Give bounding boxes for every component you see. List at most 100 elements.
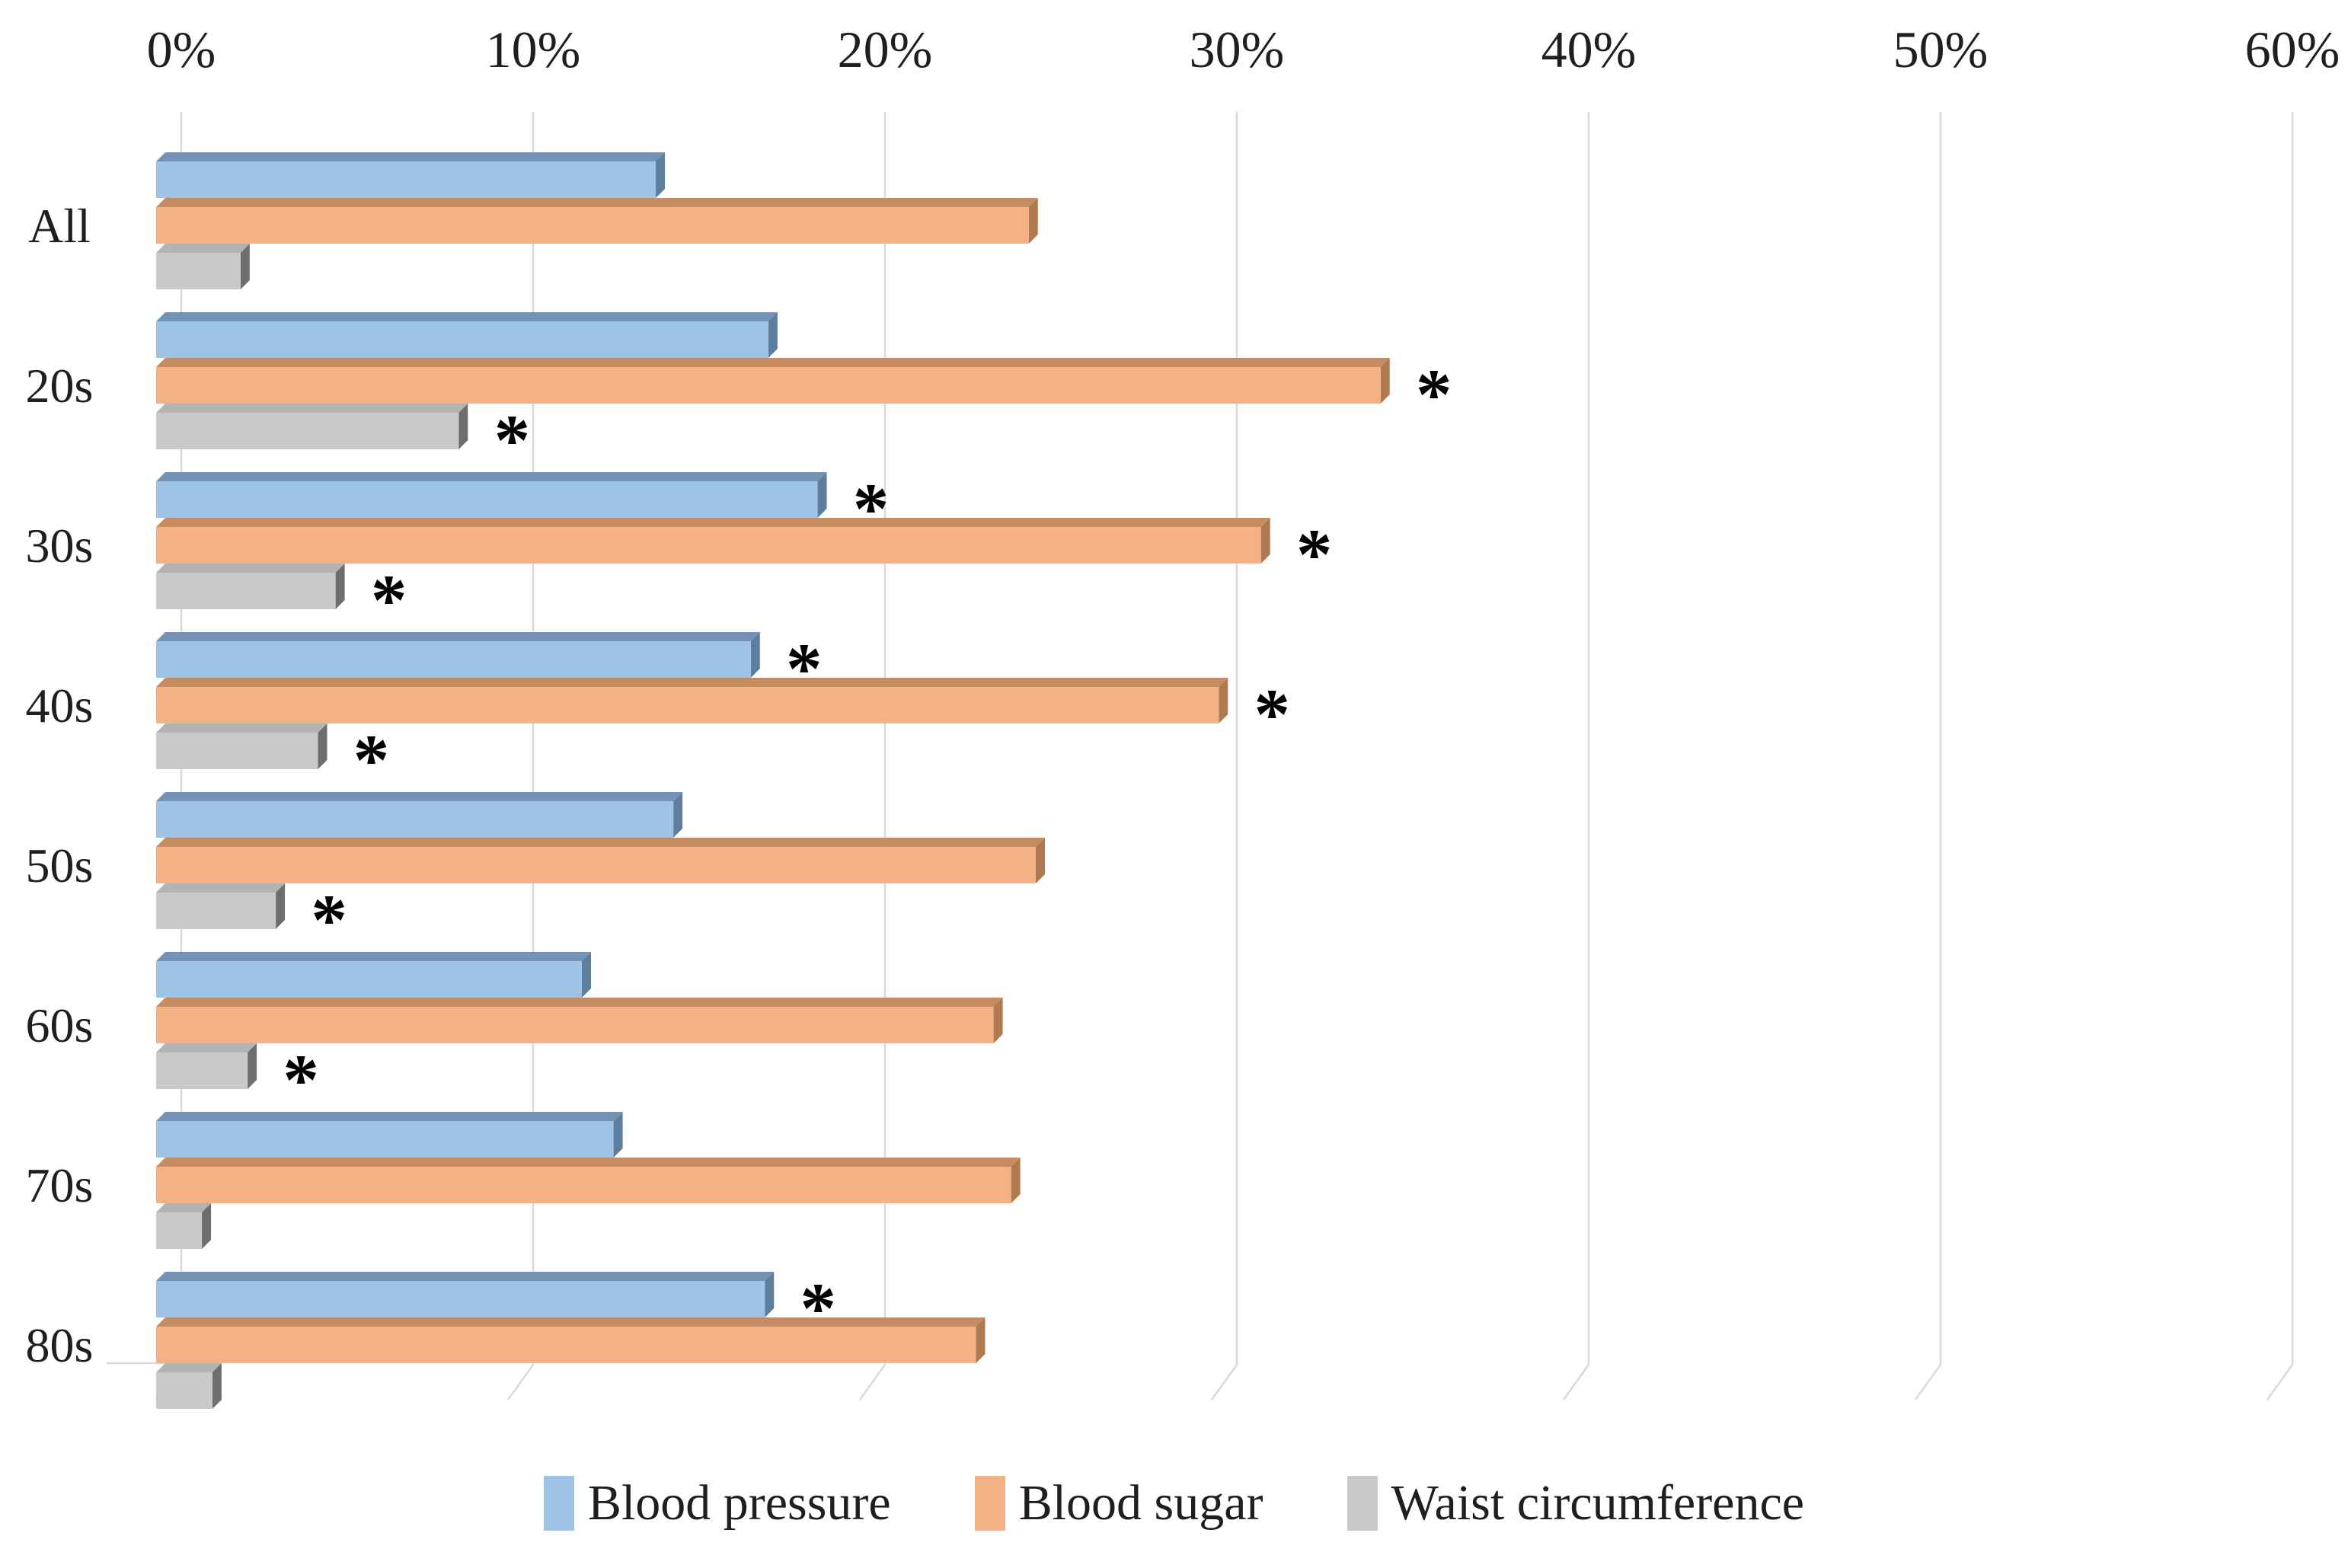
bar-all-blood-pressure-side-edge [656,152,666,198]
bar-50s-blood-sugar-top-bevel [156,838,1045,847]
bar-50s-blood-sugar [156,847,1036,883]
bar-60s-blood-pressure-top-bevel [156,952,592,961]
bar-30s-blood-sugar [156,527,1261,564]
bar-80s-blood-pressure-side-edge [765,1272,775,1317]
bar-30s-waist-circumference-side-edge [335,564,345,609]
significance-asterisk-30s-blood-sugar: * [1296,514,1333,595]
legend-label-blood-pressure: Blood pressure [587,1475,891,1531]
legend-item-blood-pressure: Blood pressure [543,1475,891,1531]
x-axis-tick-label-60pct: 60% [2245,21,2340,78]
x-axis-tick-label-0pct: 0% [147,21,216,78]
legend-swatch-waist-circumference-icon [1347,1476,1378,1531]
bar-30s-blood-pressure [156,481,818,518]
bar-30s-waist-circumference-top-bevel [156,564,345,573]
x-axis-tick-label-40pct: 40% [1541,21,1637,78]
bar-70s-waist-circumference [156,1212,203,1249]
legend-item-blood-sugar: Blood sugar [974,1475,1263,1531]
gridline-foot-50pct [1914,1364,1942,1400]
chart-legend: Blood pressure Blood sugar Waist circumf… [0,1476,2348,1531]
legend-item-waist-circumference: Waist circumference [1347,1475,1805,1531]
bar-80s-waist-circumference-side-edge [212,1363,222,1409]
bar-80s-blood-pressure [156,1281,765,1317]
bar-20s-blood-sugar-top-bevel [156,358,1390,367]
bar-30s-blood-sugar-side-edge [1260,518,1270,564]
y-axis-category-label-30s: 30s [26,519,94,573]
bar-20s-blood-sugar [156,367,1381,404]
gridline-foot-30pct [1210,1364,1238,1400]
bar-70s-waist-circumference-side-edge [202,1203,212,1249]
bar-80s-blood-sugar-top-bevel [156,1317,986,1327]
gridline-foot-10pct [506,1364,535,1400]
bar-40s-blood-pressure [156,641,751,678]
bar-30s-blood-pressure-side-edge [817,472,827,518]
bar-40s-waist-circumference-side-edge [318,723,327,769]
y-axis-category-label-all: All [28,199,91,253]
bar-80s-blood-sugar-side-edge [976,1317,986,1363]
bar-50s-blood-pressure [156,801,674,838]
y-axis-category-label-70s: 70s [26,1158,94,1212]
bar-70s-blood-sugar-side-edge [1011,1158,1021,1203]
bar-70s-blood-pressure-side-edge [613,1112,623,1158]
legend-swatch-blood-sugar-icon [974,1476,1005,1531]
bar-40s-blood-pressure-side-edge [750,632,760,678]
bar-30s-blood-pressure-top-bevel [156,472,827,481]
legend-swatch-blood-pressure-icon [543,1476,574,1531]
bar-40s-blood-sugar-top-bevel [156,678,1228,687]
bar-all-blood-sugar [156,207,1029,244]
bar-70s-blood-pressure-top-bevel [156,1112,623,1121]
bar-20s-waist-circumference-top-bevel [156,404,468,413]
bar-30s-blood-sugar-top-bevel [156,518,1270,527]
gridline-foot-60pct [2266,1364,2294,1400]
bar-50s-blood-pressure-side-edge [673,792,683,838]
bar-60s-blood-pressure-side-edge [582,952,592,998]
bar-80s-waist-circumference [156,1372,212,1409]
y-axis-category-label-80s: 80s [26,1318,94,1372]
bar-60s-waist-circumference [156,1052,248,1089]
bar-60s-blood-sugar-top-bevel [156,998,1003,1007]
bar-all-waist-circumference [156,253,241,289]
x-axis-tick-label-10pct: 10% [486,21,581,78]
significance-asterisk-50s-waist-circumference: * [311,880,347,960]
bar-40s-blood-pressure-top-bevel [156,632,760,641]
bar-60s-waist-circumference-top-bevel [156,1043,257,1052]
bar-40s-waist-circumference-top-bevel [156,723,327,733]
x-axis-tick-label-50pct: 50% [1893,21,1989,78]
bar-20s-blood-pressure-side-edge [768,312,778,358]
bar-20s-blood-sugar-side-edge [1380,358,1390,404]
bar-all-blood-pressure [156,161,656,198]
bar-60s-waist-circumference-side-edge [248,1043,257,1089]
bar-20s-blood-pressure [156,321,768,358]
bar-70s-blood-sugar [156,1167,1011,1203]
bar-40s-blood-sugar-side-edge [1219,678,1228,723]
bar-30s-waist-circumference [156,573,336,609]
significance-asterisk-40s-blood-sugar: * [1254,674,1290,755]
bar-all-blood-pressure-top-bevel [156,152,666,161]
gridline-foot-20pct [858,1364,886,1400]
bar-70s-blood-sugar-top-bevel [156,1158,1021,1167]
y-axis-category-label-20s: 20s [26,359,94,413]
legend-label-waist-circumference: Waist circumference [1391,1475,1805,1531]
bar-20s-waist-circumference [156,413,459,449]
bar-60s-blood-sugar-side-edge [993,998,1003,1043]
bar-60s-blood-pressure [156,961,583,998]
bar-80s-waist-circumference-top-bevel [156,1363,222,1372]
bar-70s-waist-circumference-top-bevel [156,1203,212,1212]
bar-50s-blood-sugar-side-edge [1036,838,1045,883]
legend-label-blood-sugar: Blood sugar [1018,1475,1263,1531]
bar-50s-waist-circumference-top-bevel [156,883,286,893]
bar-80s-blood-sugar [156,1327,976,1363]
y-axis-category-label-60s: 60s [26,998,94,1052]
gridline-foot-40pct [1562,1364,1590,1400]
bar-20s-blood-pressure-top-bevel [156,312,778,321]
bar-all-waist-circumference-side-edge [240,244,250,289]
bar-50s-blood-pressure-top-bevel [156,792,683,801]
significance-asterisk-20s-blood-sugar: * [1416,354,1452,435]
bar-all-blood-sugar-side-edge [1028,198,1038,244]
bar-20s-waist-circumference-side-edge [458,404,468,449]
bar-all-waist-circumference-top-bevel [156,244,250,253]
x-axis-tick-label-20pct: 20% [838,21,933,78]
bar-70s-blood-pressure [156,1121,614,1158]
significance-asterisk-30s-waist-circumference: * [371,560,407,640]
